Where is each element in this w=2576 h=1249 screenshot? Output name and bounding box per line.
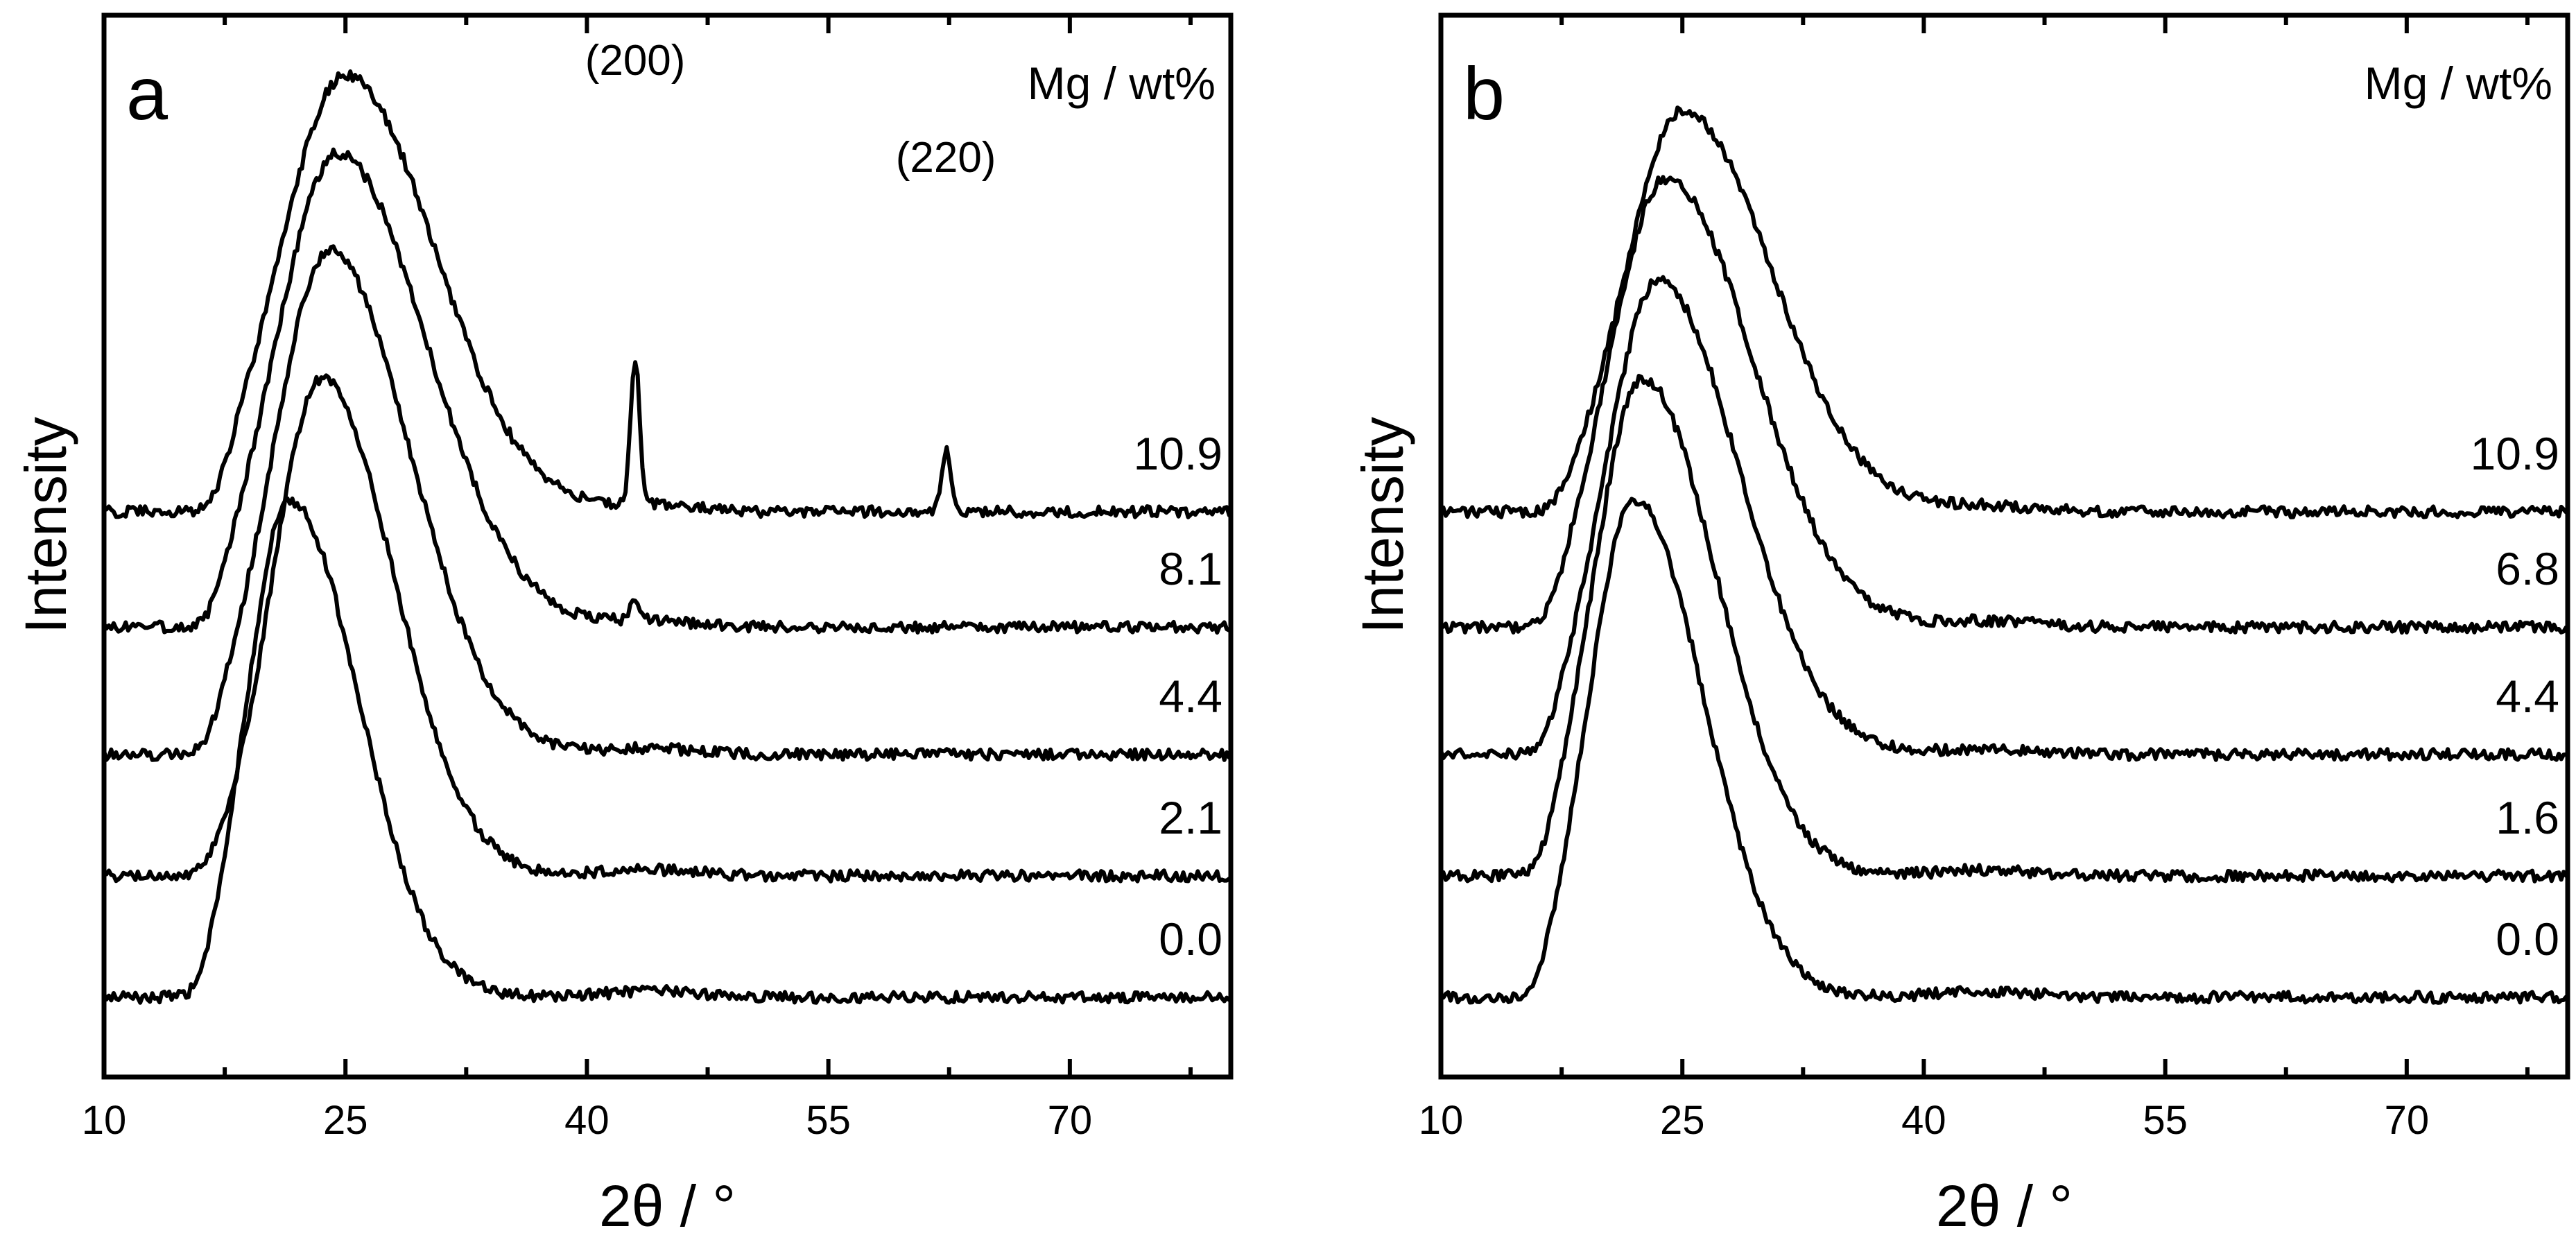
x-tick-label: 25 — [323, 1098, 368, 1143]
series-line-0.0 — [102, 496, 1231, 1005]
x-tick-label: 40 — [564, 1098, 610, 1143]
panel-a: 10 25 40 55 70 2θ / ° Intensity a Mg / wt% 0.0 2.1… — [13, 12, 1234, 1239]
series-line-0.0 — [1439, 497, 2568, 1005]
x-tick-label: 40 — [1901, 1098, 1946, 1143]
x-tick-label: 10 — [82, 1098, 127, 1143]
series-line-10.9 — [102, 69, 1231, 519]
series-line-8.1 — [102, 147, 1231, 635]
x-axis-label: 2θ / ° — [599, 1173, 736, 1239]
annotation: (200) — [585, 37, 686, 85]
series-label: 10.9 — [2471, 428, 2559, 479]
series-label: 6.8 — [2496, 543, 2559, 594]
x-tick-label: 55 — [2143, 1098, 2188, 1143]
legend-title: Mg / wt% — [1028, 58, 1216, 109]
y-axis-label: Intensity — [1350, 417, 1415, 634]
x-tick-label: 55 — [806, 1098, 851, 1143]
series-line-2.1 — [102, 373, 1231, 884]
series-line-10.9 — [1439, 105, 2568, 519]
panel-b: 10 25 40 55 70 2θ / ° Intensity b Mg / wt% 0.0 1.6… — [1350, 12, 2570, 1239]
series-label: 8.1 — [1159, 543, 1222, 594]
y-axis-label: Intensity — [13, 417, 78, 634]
series-label: 0.0 — [1159, 913, 1222, 965]
plot-frame — [101, 12, 1234, 1080]
panel-letter: a — [126, 51, 168, 135]
panel-letter: b — [1463, 51, 1505, 135]
series-label: 4.4 — [2496, 671, 2559, 722]
series-line-4.4 — [102, 244, 1231, 762]
series-label: 1.6 — [2496, 792, 2559, 843]
x-axis-label: 2θ / ° — [1936, 1173, 2073, 1239]
x-tick-label: 25 — [1660, 1098, 1705, 1143]
legend-title: Mg / wt% — [2365, 58, 2552, 109]
series-line-1.6 — [1439, 374, 2568, 884]
series-label: 2.1 — [1159, 792, 1222, 843]
x-tick-label: 70 — [2385, 1098, 2430, 1143]
series-label: 10.9 — [1134, 428, 1222, 479]
plot-frame — [1438, 12, 2570, 1080]
series-label: 0.0 — [2496, 913, 2559, 965]
series-line-4.4 — [1439, 275, 2568, 762]
series-label: 4.4 — [1159, 671, 1222, 722]
annotation: (220) — [896, 134, 996, 182]
x-tick-label: 70 — [1048, 1098, 1093, 1143]
x-tick-label: 10 — [1419, 1098, 1464, 1143]
